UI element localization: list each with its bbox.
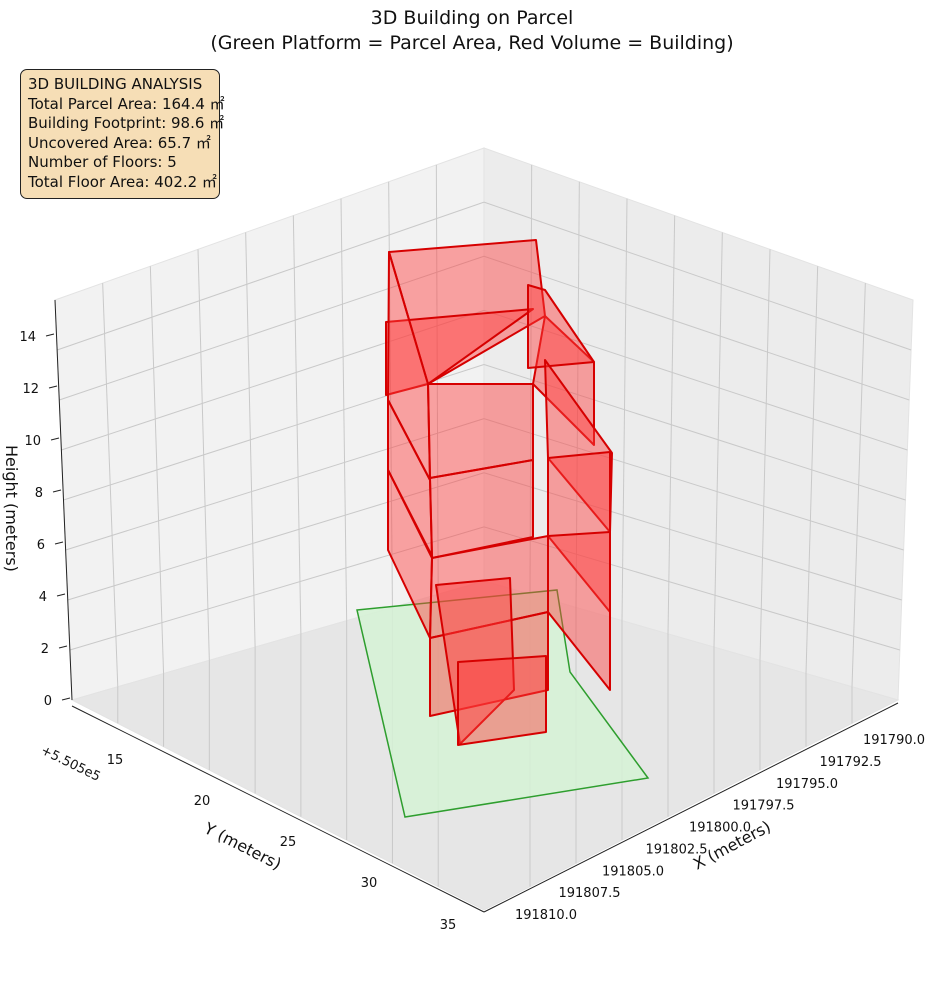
z-tick-label: 2 [41, 642, 49, 657]
grid-line [69, 526, 485, 651]
grid-line [483, 364, 906, 501]
x-tick-label: 191805.0 [602, 864, 664, 879]
z-tick-mark [61, 697, 71, 701]
z-tick-mark [58, 645, 68, 649]
y-tick-label: 30 [361, 876, 378, 891]
analysis-line-parcel-area: Total Parcel Area: 164.4 ㎡ [28, 94, 225, 113]
grid-line [483, 418, 904, 551]
grid-line [483, 309, 908, 451]
z-tick-mark [50, 437, 60, 441]
analysis-box: 3D BUILDING ANALYSIS Total Parcel Area: … [20, 69, 225, 199]
z-tick-label: 0 [44, 694, 52, 709]
grid-line [483, 201, 912, 351]
chart-title-block: 3D Building on Parcel (Green Platform = … [0, 6, 944, 56]
y-tick-label: 15 [107, 753, 124, 768]
y-axis-line [71, 705, 485, 913]
y-tick-label: 25 [280, 835, 297, 850]
z-tick-label: 12 [22, 382, 39, 397]
z-tick-mark [48, 385, 58, 389]
grid-line [483, 526, 901, 651]
grid-line [483, 472, 902, 601]
x-tick-label: 191795.0 [776, 777, 838, 792]
grid-line [65, 418, 485, 551]
z-axis-label: Height (meters) [2, 445, 21, 572]
x-tick-label: 191807.5 [558, 886, 620, 901]
z-tick-label: 14 [19, 330, 36, 345]
z-tick-mark [45, 333, 55, 337]
x-tick-label: 191792.5 [819, 755, 881, 770]
building-face [457, 655, 547, 746]
analysis-line-floors: Number of Floors: 5 [28, 153, 177, 172]
building-face [429, 459, 534, 559]
building-face [429, 611, 549, 717]
axis-lines [54, 299, 899, 913]
analysis-line-floor-area: Total Floor Area: 402.2 ㎡ [28, 172, 217, 191]
x-tick-label: 191790.0 [863, 733, 925, 748]
z-tick-mark [52, 489, 62, 493]
x-tick-label: 191800.0 [689, 821, 751, 836]
grid-line [483, 255, 910, 401]
analysis-line-footprint: Building Footprint: 98.6 ㎡ [28, 114, 225, 133]
z-tick-label: 10 [24, 434, 41, 449]
grid-line [56, 201, 485, 351]
y-offset-label: +5.505e5 [38, 743, 102, 785]
x-tick-label: 191802.5 [645, 842, 707, 857]
grid-line [67, 472, 485, 601]
y-tick-label: 20 [194, 794, 211, 809]
analysis-line-uncovered: Uncovered Area: 65.7 ㎡ [28, 133, 211, 152]
chart-title: 3D Building on Parcel [370, 7, 574, 29]
z-tick-mark [56, 593, 66, 597]
building-face [527, 284, 595, 369]
chart-subtitle: (Green Platform = Parcel Area, Red Volum… [210, 32, 734, 54]
z-tick-label: 6 [37, 538, 45, 553]
building-face [547, 531, 611, 691]
y-axis-label: Y (meters) [200, 818, 284, 873]
grid-line [59, 255, 485, 401]
z-tick-label: 4 [39, 590, 47, 605]
building-volume [385, 239, 613, 746]
y-tick-label: 35 [440, 918, 457, 933]
x-tick-label: 191810.0 [515, 908, 577, 923]
z-tick-label: 8 [35, 486, 43, 501]
tick-labels: 0 2 4 6 8 10 12 14 15 20 25 30 35 191790.0 191792.5 191… [19, 330, 925, 933]
z-axis-line [54, 299, 73, 701]
x-tick-label: 191797.5 [732, 799, 794, 814]
analysis-heading: 3D BUILDING ANALYSIS [28, 75, 203, 93]
z-tick-mark [54, 541, 64, 545]
x-axis-line [483, 702, 899, 913]
